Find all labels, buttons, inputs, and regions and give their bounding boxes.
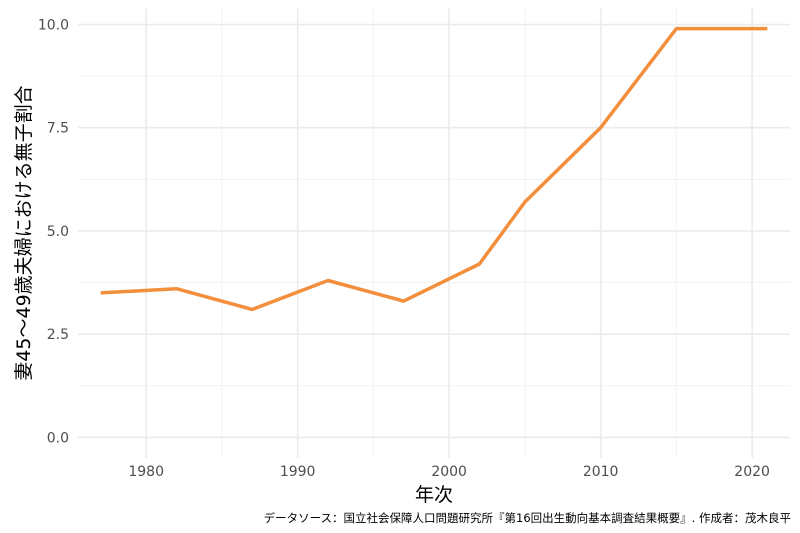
minor-gridlines — [78, 8, 790, 458]
x-axis-ticks: 1980 1990 2000 2010 2020 — [128, 464, 770, 480]
y-tick-label: 2.5 — [47, 327, 69, 343]
y-axis-title: 妻45～49歳夫婦における無子割合 — [13, 85, 35, 380]
y-tick-label: 5.0 — [47, 224, 69, 240]
y-axis-ticks: 0.0 2.5 5.0 7.5 10.0 — [38, 18, 69, 447]
y-tick-label: 10.0 — [38, 18, 69, 34]
x-tick-label: 1980 — [128, 464, 164, 480]
chart-caption: データソース：国立社会保障人口問題研究所『第16回出生動向基本調査結果概要』. … — [264, 511, 791, 525]
x-tick-label: 2020 — [734, 464, 770, 480]
y-tick-label: 7.5 — [47, 121, 69, 137]
x-tick-label: 2010 — [583, 464, 619, 480]
major-gridlines — [78, 8, 790, 458]
y-tick-label: 0.0 — [47, 430, 69, 446]
series-line — [100, 26, 768, 312]
x-axis-title: 年次 — [415, 484, 453, 506]
x-tick-label: 1990 — [280, 464, 316, 480]
x-tick-label: 2000 — [431, 464, 467, 480]
series-layer — [100, 26, 768, 312]
